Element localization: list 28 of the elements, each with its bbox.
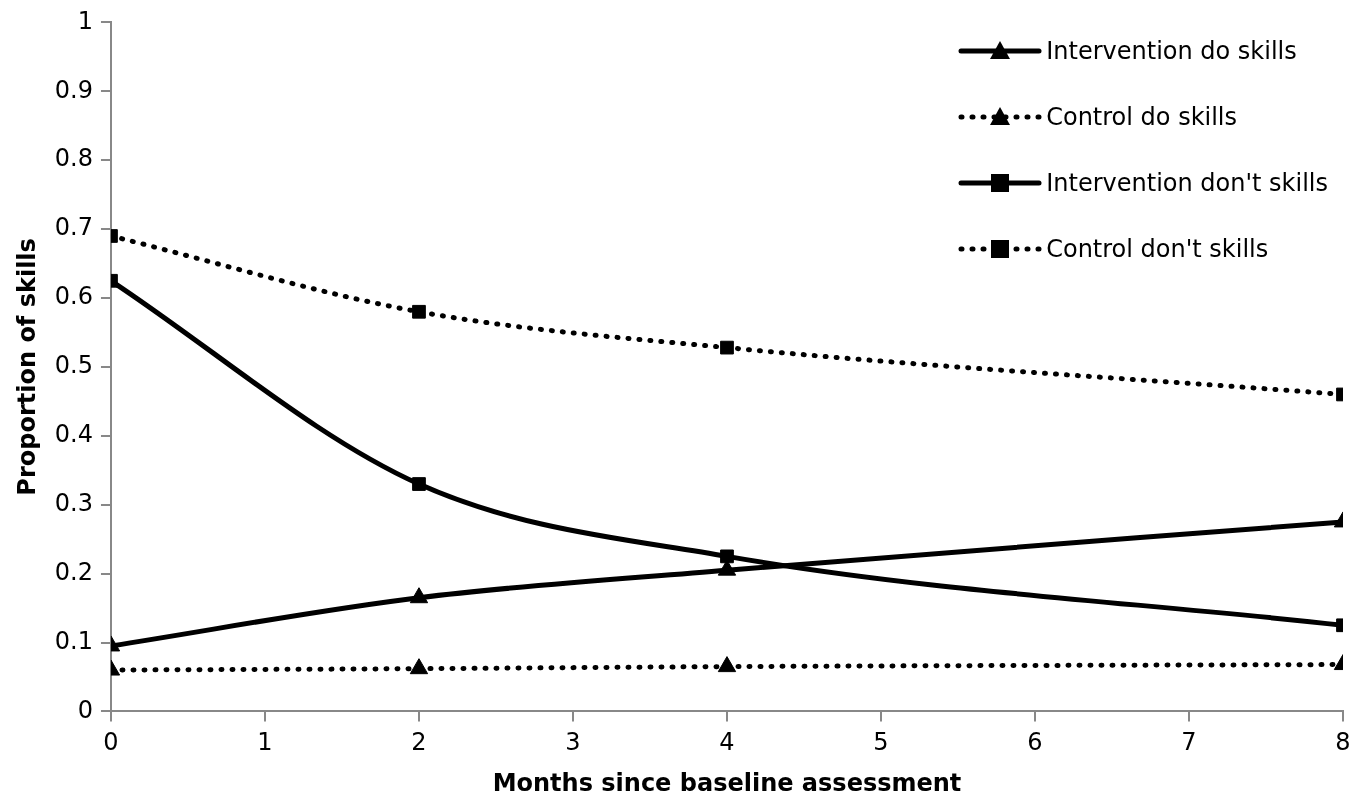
legend-label: Intervention do skills xyxy=(1046,37,1297,65)
y-tick-label: 0.7 xyxy=(54,213,93,242)
x-tick-label: 3 xyxy=(565,728,581,757)
x-tick-label: 5 xyxy=(873,728,889,757)
y-tick-label: 0 xyxy=(77,695,93,724)
y-tick-label: 0.3 xyxy=(54,488,93,517)
y-axis-title: Proportion of skills xyxy=(12,238,41,496)
x-tick-label: 1 xyxy=(257,728,273,757)
y-tick-label: 0.6 xyxy=(54,282,93,311)
point xyxy=(412,477,426,491)
y-tick-label: 0.2 xyxy=(54,557,93,586)
y-tick-label: 0.1 xyxy=(54,626,93,655)
x-tick-label: 4 xyxy=(719,728,735,757)
y-tick-label: 0.4 xyxy=(54,420,93,449)
y-tick-label: 1 xyxy=(77,6,93,35)
x-tick-label: 8 xyxy=(1335,728,1351,757)
y-tick-label: 0.8 xyxy=(54,144,93,173)
legend-label: Control do skills xyxy=(1046,103,1238,131)
point xyxy=(720,549,734,564)
y-tick-label: 0.9 xyxy=(54,75,93,104)
legend-label: Intervention don't skills xyxy=(1046,169,1328,197)
legend-label: Control don't skills xyxy=(1046,235,1269,263)
y-tick-label: 0.5 xyxy=(54,351,93,380)
x-tick-label: 7 xyxy=(1181,728,1197,757)
x-tick-label: 2 xyxy=(411,728,427,757)
x-tick-label: 6 xyxy=(1027,728,1043,757)
x-axis-title: Months since baseline assessment xyxy=(492,768,962,797)
x-tick-label: 0 xyxy=(103,728,119,757)
